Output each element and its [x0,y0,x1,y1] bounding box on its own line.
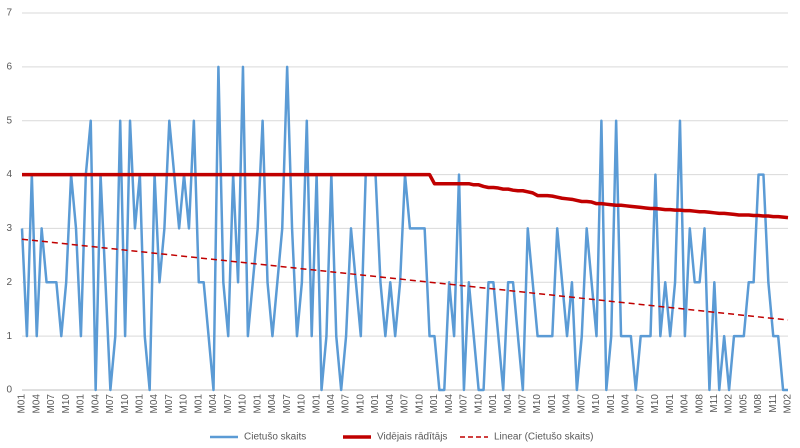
y-tick-label: 0 [6,385,12,396]
y-tick-label: 6 [6,61,12,72]
legend-label: Cietušo skaits [244,432,306,443]
x-tick-label: M01 [665,394,676,414]
x-tick-label: M07 [105,394,116,414]
legend-label: Vidējais rādītājs [377,432,447,443]
x-tick-label: M01 [17,394,28,414]
y-tick-label: 4 [6,169,12,180]
x-tick-label: M07 [400,394,411,414]
x-tick-label: M10 [179,394,190,414]
x-tick-label: M01 [134,394,145,414]
x-tick-label: M01 [429,394,440,414]
x-tick-label: M10 [591,394,602,414]
x-tick-label: M07 [164,394,175,414]
x-tick-label: M04 [621,394,632,414]
x-tick-label: M01 [193,394,204,414]
x-tick-label: M10 [297,394,308,414]
x-tick-label: M07 [46,394,57,414]
trend-line [21,238,789,321]
x-tick-label: M01 [547,394,558,414]
x-tick-label: M04 [208,394,219,414]
x-tick-label: M04 [503,394,514,414]
x-tick-label: M10 [650,394,661,414]
x-tick-label: M07 [282,394,293,414]
x-tick-label: M01 [606,394,617,414]
x-tick-label: M10 [414,394,425,414]
x-tick-label: M01 [76,394,87,414]
x-tick-label: M05 [738,394,749,414]
x-tick-label: M02 [724,394,735,414]
y-tick-label: 5 [6,115,12,126]
x-tick-label: M07 [635,394,646,414]
x-tick-label: M04 [31,394,42,414]
x-tick-label: M08 [694,394,705,414]
x-tick-label: M10 [473,394,484,414]
x-tick-label: M04 [149,394,160,414]
x-tick-label: M10 [61,394,72,414]
x-tick-label: M01 [488,394,499,414]
y-tick-label: 1 [6,331,12,342]
y-tick-label: 7 [6,8,12,19]
x-tick-label: M04 [385,394,396,414]
x-tick-label: M07 [459,394,470,414]
x-tick-label: M10 [120,394,131,414]
x-tick-label: M11 [709,394,720,413]
x-tick-label: M04 [90,394,101,414]
line-series [22,172,789,220]
x-tick-label: M10 [355,394,366,414]
y-tick-label: 2 [6,277,12,288]
x-tick-label: M07 [517,394,528,414]
x-tick-label: M04 [444,394,455,414]
x-tick-label: M04 [680,394,691,414]
x-tick-label: M01 [252,394,263,414]
legend-label: Linear (Cietušo skaits) [494,432,593,443]
x-tick-label: M04 [562,394,573,414]
x-tick-label: M10 [238,394,249,414]
x-tick-label: M04 [326,394,337,414]
x-tick-label: M01 [370,394,381,414]
x-tick-label: M10 [532,394,543,414]
x-tick-label: M11 [768,394,779,413]
x-tick-label: M08 [753,394,764,414]
x-tick-label: M07 [341,394,352,414]
x-tick-label: M01 [311,394,322,414]
y-tick-label: 3 [6,223,12,234]
x-tick-label: M04 [267,394,278,414]
x-tick-label: M07 [576,394,587,414]
x-tick-label: M07 [223,394,234,414]
x-tick-label: M02 [783,394,794,414]
